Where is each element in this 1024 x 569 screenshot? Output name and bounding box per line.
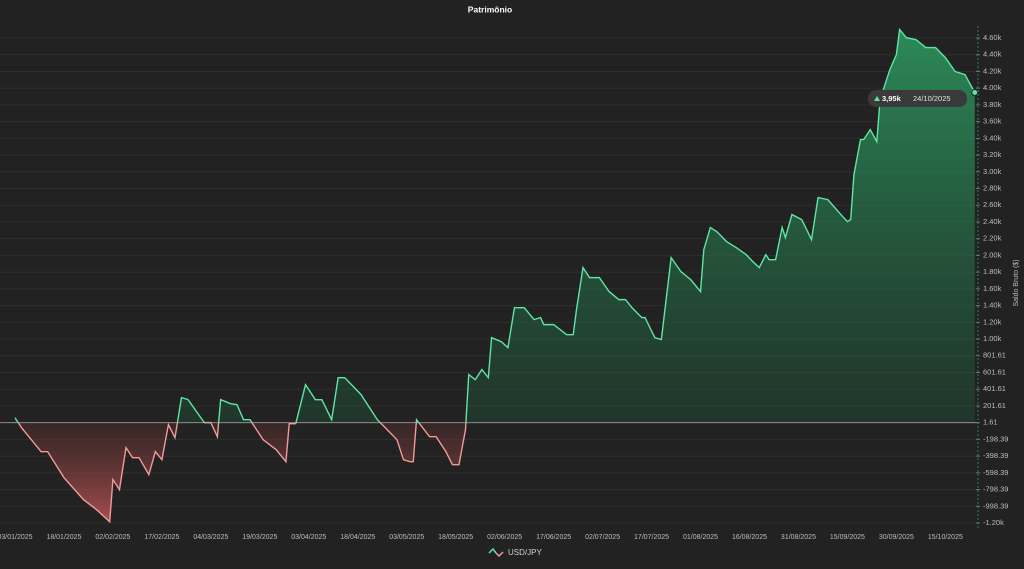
tooltip: 3,95k 24/10/2025 <box>868 90 967 107</box>
x-tick-label: 01/08/2025 <box>683 534 718 541</box>
y-tick-label: 4.60k <box>983 33 1002 42</box>
x-tick-label: 30/09/2025 <box>879 534 914 541</box>
x-tick-label: 03/04/2025 <box>291 534 326 541</box>
y-tick-label: 3.60k <box>983 117 1002 126</box>
line-positive <box>14 27 976 423</box>
x-tick-label: 19/03/2025 <box>242 534 277 541</box>
y-tick-label: 4.00k <box>983 83 1002 92</box>
y-tick-label: -398.39 <box>983 451 1008 460</box>
last-point <box>971 88 979 96</box>
x-tick-label: 18/01/2025 <box>46 534 81 541</box>
y-tick-label: 1.00k <box>983 334 1002 343</box>
x-tick-label: 18/04/2025 <box>340 534 375 541</box>
legend-icon-down <box>495 551 504 558</box>
legend-label: USD/JPY <box>508 548 542 557</box>
y-tick-label: 401.61 <box>983 384 1006 393</box>
tooltip-date: 24/10/2025 <box>913 94 951 103</box>
chart-title: Patrimônio <box>468 4 512 14</box>
tooltip-value: 3,95k <box>882 94 902 103</box>
x-tick-label: 03/05/2025 <box>389 534 424 541</box>
x-tick-label: 17/02/2025 <box>144 534 179 541</box>
area-negative <box>15 422 975 522</box>
y-tick-label: 601.61 <box>983 367 1006 376</box>
x-tick-label: 03/01/2025 <box>0 534 33 541</box>
y-tick-label: -598.39 <box>983 468 1008 477</box>
legend[interactable]: USD/JPY <box>488 547 542 558</box>
x-tick-label: 31/08/2025 <box>781 534 816 541</box>
y-tick-label: 4.40k <box>983 50 1002 59</box>
area-positive <box>15 29 975 423</box>
y-tick-label: 3.80k <box>983 100 1002 109</box>
y-tick-label: 3.40k <box>983 133 1002 142</box>
x-tick-label: 16/08/2025 <box>732 534 767 541</box>
x-tick-label: 15/10/2025 <box>928 534 963 541</box>
y-tick-label: 801.61 <box>983 351 1006 360</box>
y-tick-label: 1.20k <box>983 317 1002 326</box>
legend-icon-up <box>488 547 497 554</box>
y-tick-label: 1.61 <box>983 418 998 427</box>
y-tick-label: 2.60k <box>983 200 1002 209</box>
x-tick-label: 04/03/2025 <box>193 534 228 541</box>
x-tick-label: 02/06/2025 <box>487 534 522 541</box>
y-tick-label: 2.80k <box>983 184 1002 193</box>
plot <box>0 27 979 524</box>
y-tick-label: -998.39 <box>983 501 1008 510</box>
y-tick-label: 4.20k <box>983 66 1002 75</box>
x-tick-label: 18/05/2025 <box>438 534 473 541</box>
y-tick-label: 1.80k <box>983 267 1002 276</box>
x-tick-label: 02/07/2025 <box>585 534 620 541</box>
y-axis-label: Saldo Bruto ($) <box>1013 259 1020 306</box>
tooltip-arrow <box>874 96 880 101</box>
tooltip-box <box>868 90 967 107</box>
axes: 4.60k 4.40k 4.20k 4.00k 3.80k 3.60k 3.40k 3.20k… <box>0 26 1008 541</box>
x-tick-label: 17/07/2025 <box>634 534 669 541</box>
y-tick-label: -1.20k <box>983 518 1004 527</box>
y-tick-label: 2.20k <box>983 234 1002 243</box>
y-tick-label: -798.39 <box>983 485 1008 494</box>
y-tick-label: -198.39 <box>983 434 1008 443</box>
x-tick-label: 17/06/2025 <box>536 534 571 541</box>
y-tick-label: 3.00k <box>983 167 1002 176</box>
y-tick-label: 2.40k <box>983 217 1002 226</box>
y-tick-label: 2.00k <box>983 250 1002 259</box>
y-tick-label: 3.20k <box>983 150 1002 159</box>
x-tick-label: 15/09/2025 <box>830 534 865 541</box>
x-tick-label: 02/02/2025 <box>95 534 130 541</box>
y-tick-label: 201.61 <box>983 401 1006 410</box>
y-tick-label: 1.40k <box>983 301 1002 310</box>
y-tick-label: 1.60k <box>983 284 1002 293</box>
